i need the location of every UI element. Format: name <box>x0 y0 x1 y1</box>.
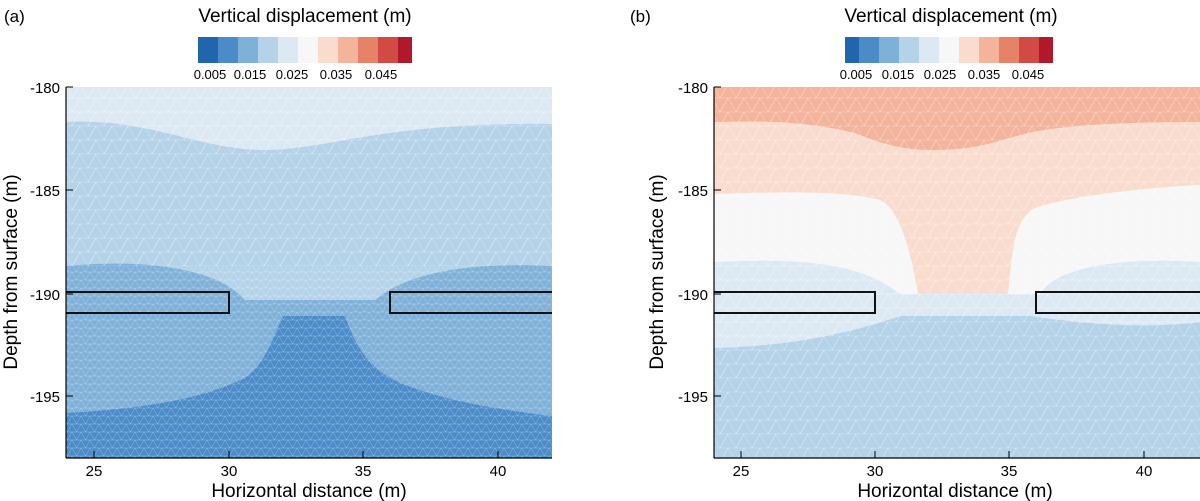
x-tick-label: 40 <box>490 463 507 480</box>
colorbar-tick-label: 0.015 <box>234 67 267 82</box>
colorbar-tick-label: 0.025 <box>924 67 957 82</box>
y-axis-label: Depth from surface (m) <box>647 174 668 369</box>
y-tick-label: -190 <box>30 287 60 304</box>
x-axis-label: Horizontal distance (m) <box>211 481 406 501</box>
x-tick-label: 35 <box>355 463 372 480</box>
colorbar-swatch-10 <box>1039 37 1053 63</box>
panel-b: (b) Vertical displacement (m) 0.005 0.01… <box>600 0 1200 501</box>
panel-a: (a) Vertical displacement (m) 0.005 0.01… <box>1 6 552 501</box>
panel-label: (a) <box>4 7 25 26</box>
y-axis-label: Depth from surface (m) <box>1 174 22 369</box>
colorbar-tick-label: 0.005 <box>194 67 227 82</box>
contour-field <box>714 87 1200 458</box>
y-tick-label: -180 <box>678 80 708 97</box>
x-tick-label: 30 <box>867 463 884 480</box>
colorbar-swatch-8 <box>999 37 1019 63</box>
colorbar-swatch-10 <box>398 37 412 63</box>
colorbar-swatch-2 <box>879 37 899 63</box>
colorbar-swatch-0 <box>198 37 218 63</box>
colorbar-swatch-0 <box>845 37 859 63</box>
colorbar-swatch-4 <box>919 37 939 63</box>
colorbar-swatch-7 <box>979 37 999 63</box>
colorbar-swatch-4 <box>278 37 298 63</box>
x-tick-label: 25 <box>733 463 750 480</box>
colorbar-swatch-9 <box>1019 37 1039 63</box>
axes: -180 -185 -190 -195 25 30 35 40 Horizont… <box>1 80 552 501</box>
y-tick-label: -180 <box>30 80 60 97</box>
colorbar-swatch-8 <box>358 37 378 63</box>
y-tick-label: -195 <box>678 389 708 406</box>
colorbar-swatch-1 <box>218 37 238 63</box>
x-tick-label: 25 <box>86 463 103 480</box>
mesh-overlay <box>714 87 1200 458</box>
y-tick-label: -185 <box>678 183 708 200</box>
tunnels <box>714 291 1200 314</box>
colorbar-swatch-5 <box>939 37 959 63</box>
colorbar-tick-label: 0.025 <box>276 67 309 82</box>
colorbar-swatch-3 <box>258 37 278 63</box>
colorbar-tick-label: 0.045 <box>365 67 398 82</box>
colorbar-title: Vertical displacement (m) <box>198 6 411 27</box>
colorbar-tick-label: 0.005 <box>840 67 873 82</box>
tunnels <box>66 291 552 314</box>
tunnel-left <box>714 291 876 314</box>
colorbar-tick-label: 0.015 <box>882 67 915 82</box>
y-tick-label: -185 <box>30 183 60 200</box>
tunnel-left <box>66 291 230 314</box>
x-tick-label: 30 <box>221 463 238 480</box>
colorbar: 0.005 0.015 0.025 0.035 0.045 <box>840 37 1053 82</box>
colorbar-swatch-9 <box>378 37 398 63</box>
colorbar-swatch-5 <box>298 37 318 63</box>
tunnel-right <box>1035 291 1200 314</box>
colorbar-tick-label: 0.035 <box>320 67 353 82</box>
colorbar-swatch-6 <box>318 37 338 63</box>
panel-label: (b) <box>630 7 651 26</box>
colorbar-swatch-6 <box>959 37 979 63</box>
displacement-chart-a: (a) Vertical displacement (m) 0.005 0.01… <box>1 6 552 501</box>
y-tick-label: -195 <box>30 389 60 406</box>
colorbar-tick-label: 0.035 <box>968 67 1001 82</box>
colorbar-swatch-1 <box>859 37 879 63</box>
displacement-chart-b: (b) Vertical displacement (m) 0.005 0.01… <box>630 6 1200 501</box>
mesh-overlay <box>66 87 552 266</box>
mesh-overlay-fine <box>66 266 552 458</box>
x-tick-label: 35 <box>1001 463 1018 480</box>
x-tick-label: 40 <box>1136 463 1153 480</box>
colorbar-title: Vertical displacement (m) <box>844 6 1057 27</box>
colorbar-swatch-3 <box>899 37 919 63</box>
colorbar-tick-label: 0.045 <box>1012 67 1045 82</box>
x-axis-label: Horizontal distance (m) <box>857 481 1052 501</box>
colorbar-swatch-2 <box>238 37 258 63</box>
tunnel-right <box>389 291 552 314</box>
y-tick-label: -190 <box>678 287 708 304</box>
colorbar-swatch-7 <box>338 37 358 63</box>
contour-field <box>66 87 552 458</box>
axes: -180 -185 -190 -195 25 30 35 40 Horizont… <box>647 80 1200 501</box>
colorbar: 0.005 0.015 0.025 0.035 0.045 <box>194 37 412 82</box>
